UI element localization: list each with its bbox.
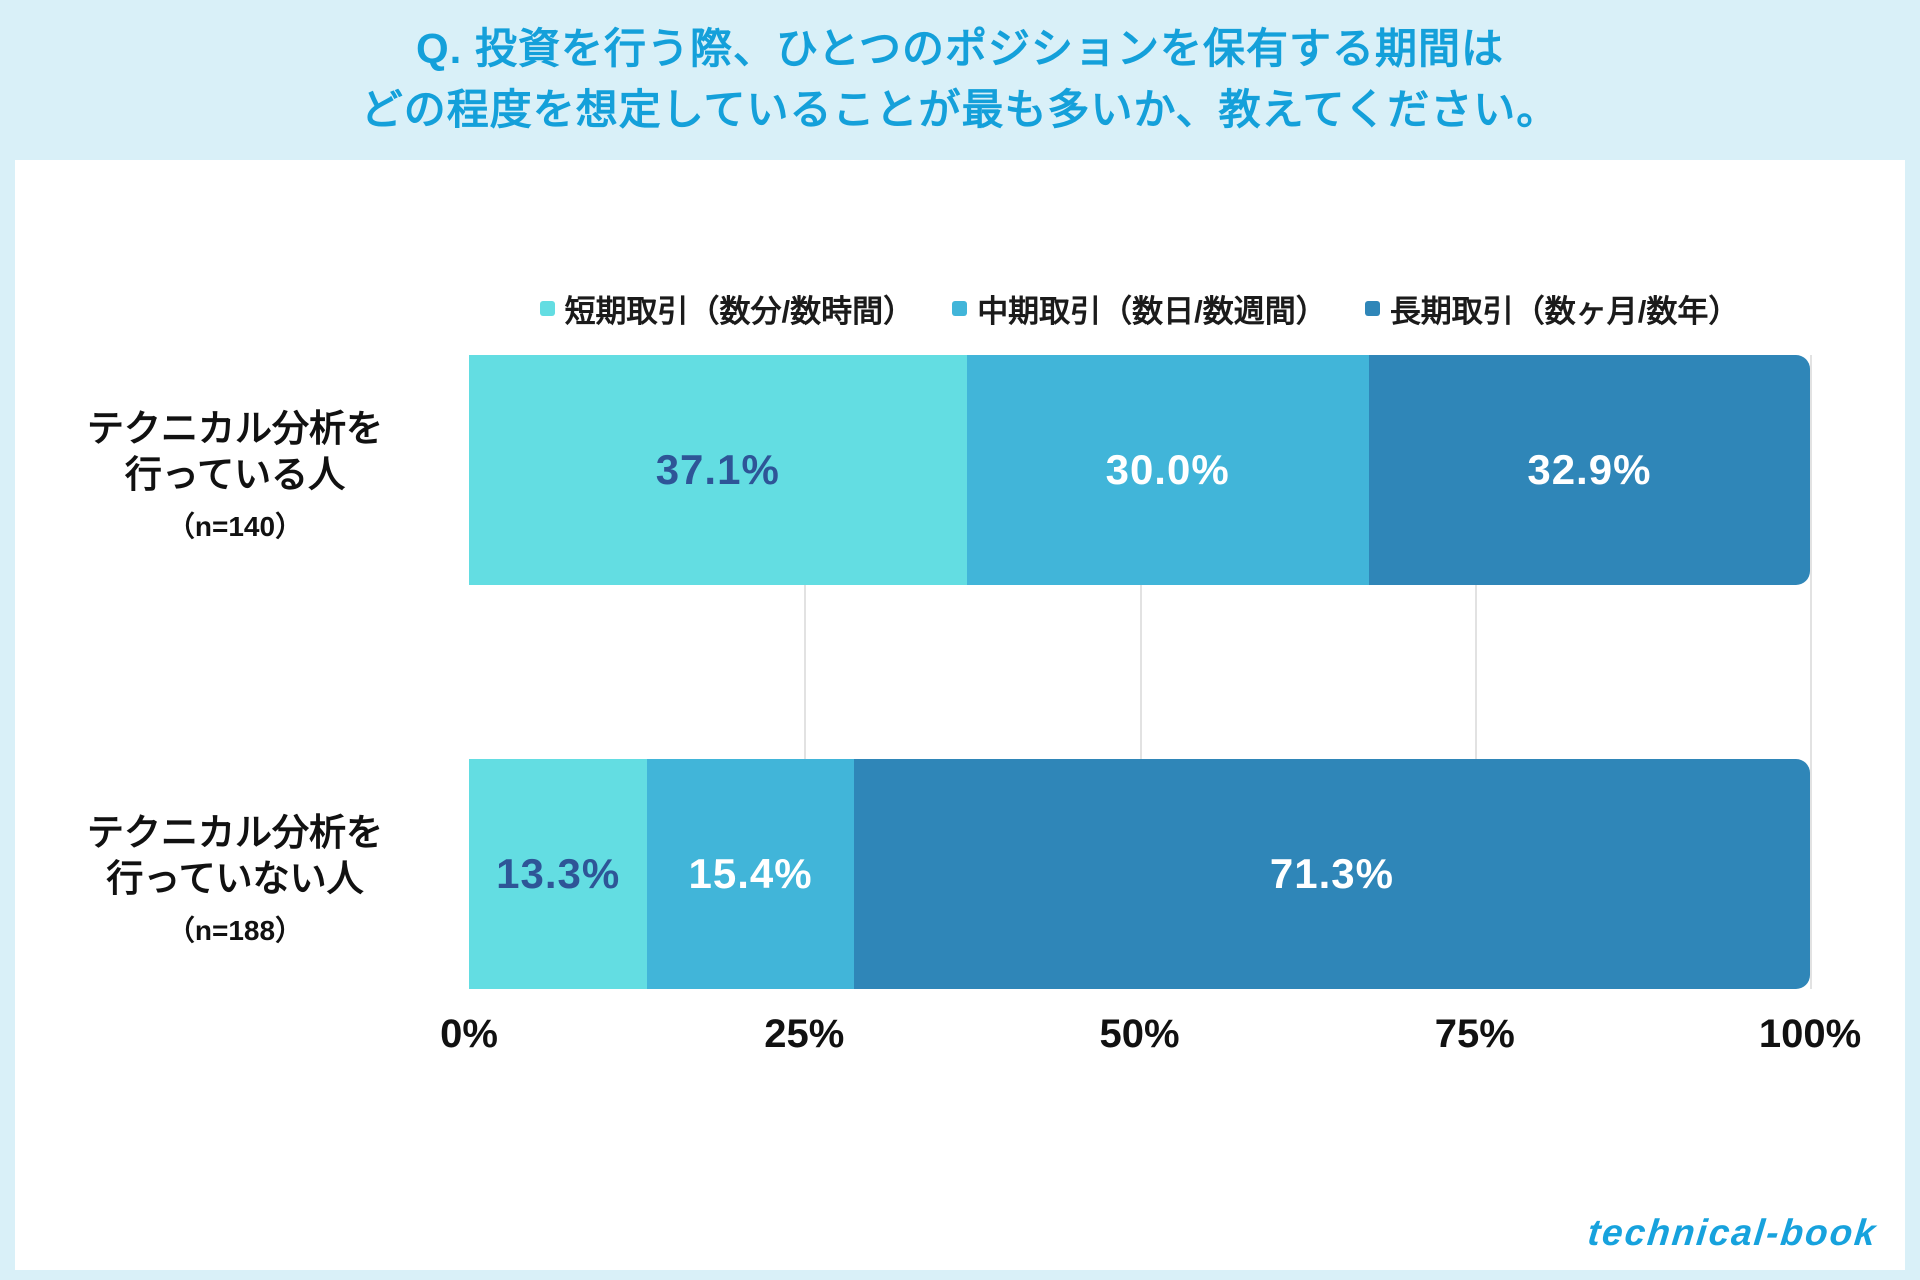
bar-segment: 37.1%	[469, 355, 967, 585]
legend-label-short-term: 短期取引（数分/数時間）	[564, 293, 915, 329]
category-sample-size: （n=140）	[166, 510, 304, 542]
x-axis: 0% 25% 50% 75% 100%	[440, 1012, 1861, 1068]
legend-label-mid-term: 中期取引（数日/数週間）	[977, 293, 1327, 329]
chart-panel: 短期取引（数分/数時間） 中期取引（数日/数週間） 長期取引（数ヶ月/数年） テ…	[15, 160, 1905, 1270]
legend: 短期取引（数分/数時間） 中期取引（数日/数週間） 長期取引（数ヶ月/数年）	[469, 286, 1810, 331]
bar-segment-value: 71.3%	[1269, 850, 1394, 897]
chart-title: Q. 投資を行う際、ひとつのポジションを保有する期間は どの程度を想定しているこ…	[0, 0, 1920, 160]
bar-segment: 32.9%	[1368, 355, 1810, 585]
chart-title-line2: どの程度を想定していることが最も多いか、教えてください。	[360, 86, 1560, 133]
bar-segment: 71.3%	[853, 759, 1810, 989]
chart-title-line1: Q. 投資を行う際、ひとつのポジションを保有する期間は	[415, 25, 1505, 73]
bar-segment: 30.0%	[966, 355, 1369, 585]
gridline-50	[1139, 355, 1142, 989]
gridline-25	[804, 355, 807, 989]
gridline-75	[1474, 355, 1477, 989]
category-label-line: 行っている人	[124, 454, 346, 496]
x-axis-tick-50: 50%	[1099, 1012, 1180, 1056]
technical-book-logo: technical-book	[1585, 1212, 1880, 1253]
bar-segment-value: 30.0%	[1105, 446, 1230, 493]
legend-item-short-term: 短期取引（数分/数時間）	[539, 286, 915, 331]
bar-segment-value: 32.9%	[1527, 446, 1652, 493]
bar-segment: 15.4%	[647, 759, 854, 989]
legend-marker-long-term-icon	[1364, 300, 1380, 316]
bar-segment-value: 37.1%	[655, 446, 780, 493]
plot-grid	[469, 355, 1812, 989]
stacked-bar-non-technical-users: 13.3% 15.4% 71.3%	[469, 759, 1810, 989]
x-axis-tick-100: 100%	[1758, 1012, 1862, 1056]
legend-marker-short-term-icon	[539, 300, 555, 316]
x-axis-tick-75: 75%	[1434, 1012, 1515, 1056]
category-sample-size: （n=188）	[166, 914, 304, 946]
category-label-line: テクニカル分析を	[87, 408, 383, 449]
category-label-technical-users: テクニカル分析を 行っている人 （n=140）	[15, 406, 455, 545]
x-axis-tick-0: 0%	[440, 1012, 498, 1056]
legend-label-long-term: 長期取引（数ヶ月/数年）	[1389, 293, 1740, 329]
bar-segment-value: 13.3%	[496, 850, 621, 897]
category-label-non-technical-users: テクニカル分析を 行っていない人 （n=188）	[15, 810, 455, 949]
category-label-line: 行っていない人	[106, 858, 364, 900]
gridline-100	[1810, 355, 1812, 989]
x-axis-tick-25: 25%	[764, 1012, 845, 1056]
legend-item-mid-term: 中期取引（数日/数週間）	[952, 286, 1327, 331]
category-label-line: テクニカル分析を	[87, 812, 383, 853]
legend-marker-mid-term-icon	[952, 300, 968, 316]
legend-item-long-term: 長期取引（数ヶ月/数年）	[1364, 286, 1740, 331]
stacked-bar-technical-users: 37.1% 30.0% 32.9%	[469, 355, 1810, 585]
bar-segment: 13.3%	[469, 759, 648, 989]
bar-segment-value: 15.4%	[688, 850, 813, 897]
